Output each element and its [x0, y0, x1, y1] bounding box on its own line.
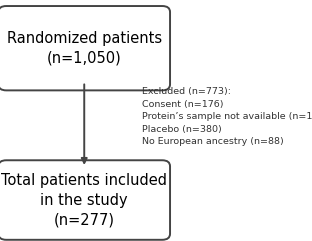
FancyBboxPatch shape [0, 160, 170, 240]
Text: Excluded (n=773):
Consent (n=176)
Protein’s sample not available (n=129)
Placebo: Excluded (n=773): Consent (n=176) Protei… [142, 87, 312, 146]
FancyBboxPatch shape [0, 6, 170, 90]
Text: Total patients included
in the study
(n=277): Total patients included in the study (n=… [1, 173, 167, 227]
Text: Randomized patients
(n=1,050): Randomized patients (n=1,050) [7, 31, 162, 66]
